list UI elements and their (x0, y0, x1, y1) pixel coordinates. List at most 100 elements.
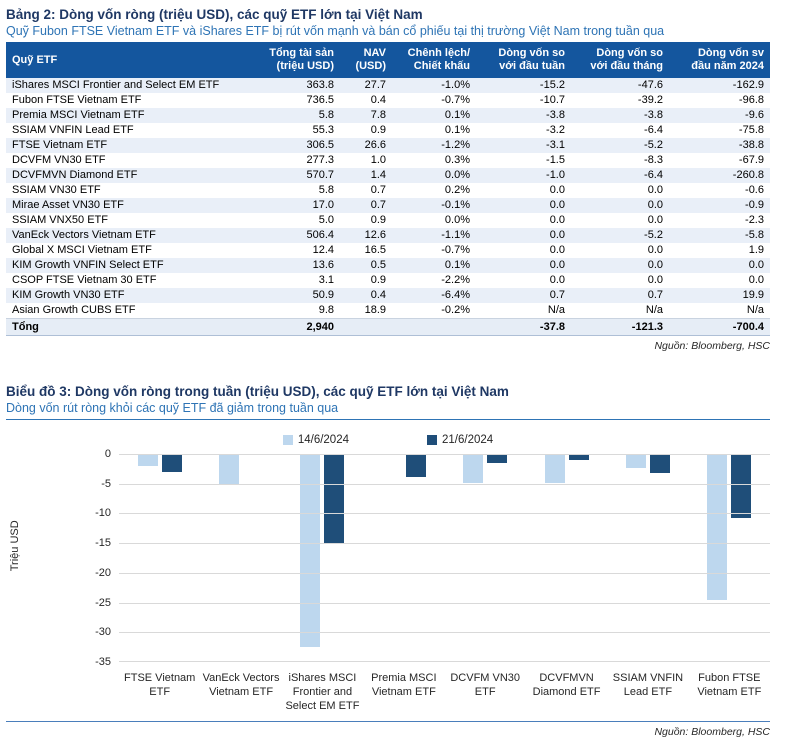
y-tick-label: -5 (101, 477, 111, 490)
y-tick-label: -25 (95, 596, 111, 609)
y-axis: Triệu USD 0 -5 -10 -15 -20 -25 -30 -35 (6, 448, 119, 668)
gridline (119, 661, 770, 662)
table-row: DCVFM VN30 ETF 277.3 1.0 0.3% -1.5 -8.3 -67.9 (6, 153, 770, 168)
cell-nav: 0.5 (340, 258, 392, 273)
y-tick-label: 0 (104, 448, 111, 460)
cell-ytd: -2.3 (745, 214, 764, 226)
cell-month: 0.0 (647, 184, 663, 196)
cell-week: 0.0 (549, 184, 565, 196)
cell-month: 0.0 (571, 258, 669, 273)
y-tick-label: -10 (95, 507, 111, 520)
plot-area (119, 454, 770, 662)
chart-legend: 14/6/2024 21/6/2024 (6, 434, 770, 446)
bar-groups (119, 454, 770, 662)
bar-week2 (649, 454, 670, 474)
cell-month: 0.7 (571, 288, 669, 303)
table-row: CSOP FTSE Vietnam 30 ETF 3.1 0.9 -2.2% 0.0 0.… (6, 273, 770, 288)
cell-assets: 17.0 (260, 198, 340, 213)
cell-ytd: -260.8 (669, 168, 770, 183)
cell-week: -3.8 (476, 108, 571, 123)
cell-assets: 3.1 (318, 274, 334, 286)
cell-nav: 7.8 (340, 108, 392, 123)
cell-name: SSIAM VNFIN Lead ETF (12, 124, 134, 136)
cell-assets: 5.8 (318, 184, 334, 196)
cell-assets: 5.0 (318, 214, 334, 226)
y-tick-label: -15 (95, 537, 111, 550)
table-row: SSIAM VNFIN Lead ETF 55.3 0.9 0.1% -3.2 -6.4 -… (6, 123, 770, 138)
cell-premium: -0.2% (441, 304, 470, 316)
cell-nav: 0.7 (370, 184, 386, 196)
cell-name: SSIAM VN30 ETF (12, 184, 101, 196)
cell-name: SSIAM VNX50 ETF (12, 214, 108, 226)
cell-week: 0.0 (476, 258, 571, 273)
bar-week2 (324, 454, 345, 545)
table-row: DCVFMVN Diamond ETF 570.7 1.4 0.0% -1.0 -6.4-… (6, 168, 770, 183)
bar-group (200, 454, 281, 662)
cell-week: -1.5 (546, 154, 565, 166)
cell-nav: 27.7 (340, 78, 392, 93)
x-axis-label: iShares MSCI Frontier and Select EM ETF (285, 672, 360, 712)
cell-name: CSOP FTSE Vietnam 30 ETF (12, 274, 157, 286)
cell-week: -10.7 (539, 94, 565, 106)
cell-premium: 0.1% (392, 108, 476, 123)
table-row: FTSE Vietnam ETF 306.5 26.6 -1.2% -3.1 -5.2 -3… (6, 138, 770, 153)
cell-month: 0.0 (647, 274, 663, 286)
cell-month: 0.0 (647, 214, 663, 226)
x-axis-label: VanEck Vectors Vietnam ETF (202, 672, 280, 698)
table-row: Premia MSCI Vietnam ETF 5.8 7.8 0.1% -3.8 -3.… (6, 108, 770, 123)
col-header-nav: NAV (USD) (340, 42, 392, 78)
table-row: VanEck Vectors Vietnam ETF 506.4 12.6 -1.1%… (6, 228, 770, 243)
col-header-fund: Quỹ ETF (6, 42, 260, 78)
x-axis-label: DCVFMVN Diamond ETF (532, 672, 601, 698)
table-row: SSIAM VNX50 ETF 5.0 0.9 0.0% 0.0 0.0 -2.3 (6, 213, 770, 228)
cell-nav: 0.9 (370, 124, 386, 136)
cell-nav: 0.9 (370, 274, 386, 286)
cell-assets: 50.9 (260, 288, 340, 303)
bar-group (689, 454, 770, 662)
chart-title-rule (6, 419, 770, 420)
table-row: SSIAM VN30 ETF 5.8 0.7 0.2% 0.0 0.0 -0.6 (6, 183, 770, 198)
cell-name: Asian Growth CUBS ETF (12, 304, 136, 316)
col-header-ytd: Dòng vốn sv đầu năm 2024 (669, 42, 770, 78)
bar-week1 (707, 454, 728, 600)
cell-week: N/a (547, 304, 565, 316)
cell-ytd: 1.9 (748, 244, 764, 256)
cell-name: DCVFMVN Diamond ETF (6, 168, 260, 183)
y-tick-label: -35 (95, 656, 111, 668)
bar-week2 (405, 454, 426, 477)
cell-month: -3.8 (571, 108, 669, 123)
cell-week: -1.0 (476, 168, 571, 183)
x-axis-label: Fubon FTSE Vietnam ETF (697, 672, 762, 698)
cell-assets: 55.3 (312, 124, 334, 136)
cell-nav: 26.6 (340, 138, 392, 153)
gridline (119, 513, 770, 515)
table-row: KIM Growth VNFIN Select ETF 13.6 0.5 0.1% 0.… (6, 258, 770, 273)
bar-group (526, 454, 607, 662)
cell-assets: 506.4 (260, 228, 340, 243)
cell-month: -6.4 (644, 124, 663, 136)
cell-name: FTSE Vietnam ETF (6, 138, 260, 153)
bar-week2 (161, 454, 182, 473)
y-axis-title: Triệu USD (9, 520, 21, 572)
cell-premium: -2.2% (441, 274, 470, 286)
x-axis-label: Premia MSCI Vietnam ETF (371, 672, 437, 698)
table-row: Asian Growth CUBS ETF 9.8 18.9 -0.2% N/a N/a N… (6, 303, 770, 319)
etf-table-body: iShares MSCI Frontier and Select EM ETF 3… (6, 78, 770, 319)
etf-flows-table: Quỹ ETF Tổng tài sản (triệu USD) NAV (US… (6, 42, 770, 336)
x-axis-spacer (6, 671, 119, 713)
cell-assets: 570.7 (260, 168, 340, 183)
cell-premium: 0.1% (392, 258, 476, 273)
cell-premium: -1.1% (392, 228, 476, 243)
cell-nav: 1.4 (340, 168, 392, 183)
cell-premium: -1.2% (392, 138, 476, 153)
cell-month: 0.0 (647, 244, 663, 256)
cell-name: KIM Growth VN30 ETF (6, 288, 260, 303)
legend-label: 14/6/2024 (297, 434, 349, 446)
cell-ytd: -9.6 (669, 108, 770, 123)
gridline (119, 483, 770, 485)
cell-name: iShares MSCI Frontier and Select EM ETF (6, 78, 260, 93)
bar-chart: Triệu USD 0 -5 -10 -15 -20 -25 -30 -35 (6, 448, 770, 668)
gridline (119, 454, 770, 455)
cell-premium: -0.7% (441, 94, 470, 106)
table-row: iShares MSCI Frontier and Select EM ETF 3… (6, 78, 770, 93)
